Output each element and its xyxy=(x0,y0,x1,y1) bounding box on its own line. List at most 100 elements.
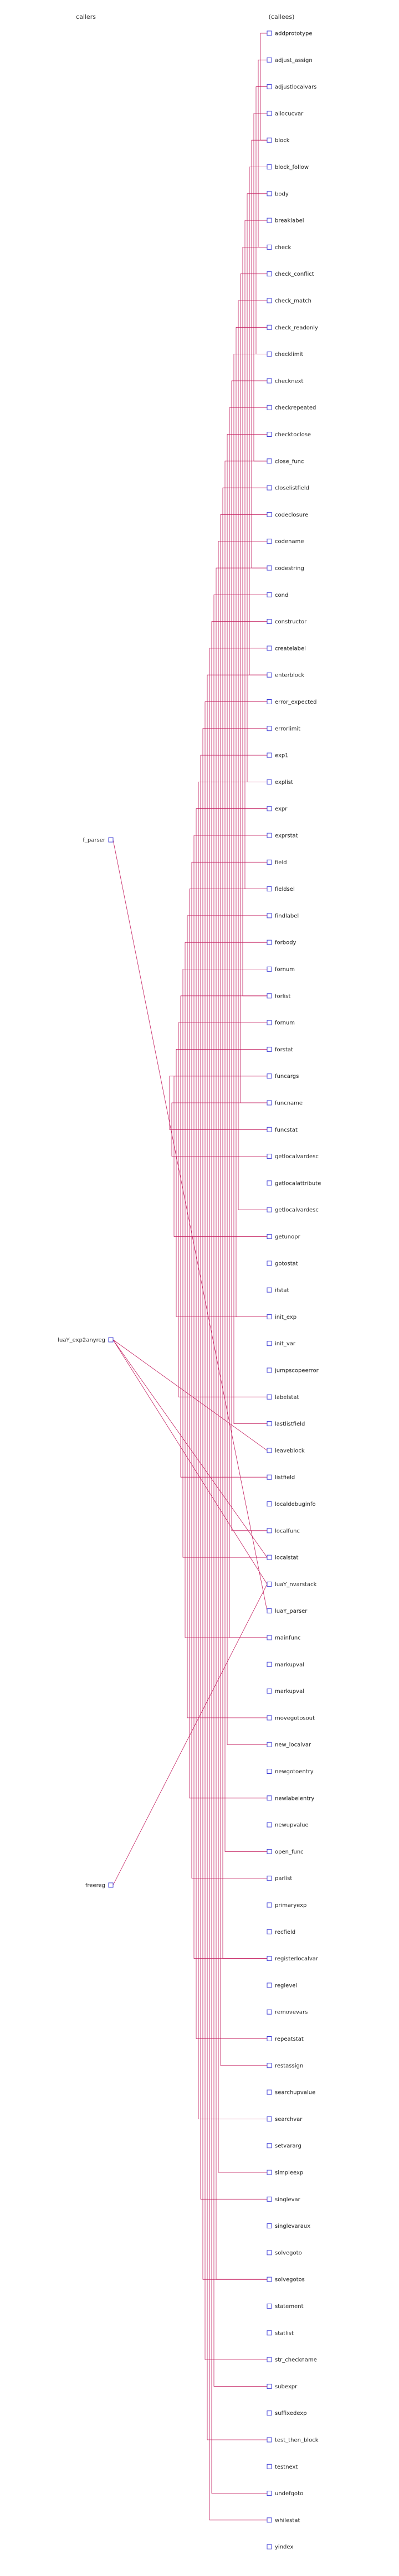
callee-node-box[interactable] xyxy=(267,1314,272,1319)
callee-node[interactable]: init_var xyxy=(267,1341,296,1347)
callee-node-box[interactable] xyxy=(267,806,272,812)
callee-node-box[interactable] xyxy=(267,57,272,63)
callee-node-box[interactable] xyxy=(267,1689,272,1694)
callee-node-box[interactable] xyxy=(267,2544,272,2549)
callee-node-box[interactable] xyxy=(267,2276,272,2282)
callee-node-box[interactable] xyxy=(267,1367,272,1373)
callee-node-box[interactable] xyxy=(267,2330,272,2336)
callee-node-box[interactable] xyxy=(267,1661,272,1667)
callee-node-box[interactable] xyxy=(267,298,272,303)
callee-node-box[interactable] xyxy=(267,1020,272,1025)
callee-node-box[interactable] xyxy=(267,1127,272,1132)
callee-node-box[interactable] xyxy=(267,2223,272,2229)
callee-node-box[interactable] xyxy=(267,1100,272,1106)
callee-node-box[interactable] xyxy=(267,939,272,945)
callee-node-box[interactable] xyxy=(267,485,272,491)
caller-node[interactable]: freereg xyxy=(85,1882,114,1889)
callee-node-box[interactable] xyxy=(267,1902,272,1908)
callee-node-box[interactable] xyxy=(267,1795,272,1801)
callee-node[interactable]: explist xyxy=(267,779,293,786)
callee-node-box[interactable] xyxy=(267,111,272,116)
callee-node[interactable]: fieldsel xyxy=(267,886,295,892)
callee-node[interactable]: allocucvar xyxy=(267,111,304,117)
callee-node[interactable]: check_conflict xyxy=(267,271,314,277)
callee-node[interactable]: check_readonly xyxy=(267,324,318,331)
callee-node-box[interactable] xyxy=(267,1849,272,1854)
callee-node-box[interactable] xyxy=(267,993,272,999)
callee-node-box[interactable] xyxy=(267,1394,272,1400)
callee-node[interactable]: fornum xyxy=(267,967,295,973)
callee-node[interactable]: recfield xyxy=(267,1929,295,1935)
callee-node-box[interactable] xyxy=(267,1608,272,1614)
callee-node[interactable]: cond xyxy=(267,592,288,598)
callee-node[interactable]: checknext xyxy=(267,378,304,384)
callee-node-box[interactable] xyxy=(267,1180,272,1186)
callee-node-box[interactable] xyxy=(267,699,272,704)
callee-node-box[interactable] xyxy=(267,405,272,410)
callee-node[interactable]: checkrepeated xyxy=(267,405,316,411)
callee-node[interactable]: simpleexp xyxy=(267,2170,303,2176)
caller-node-box[interactable] xyxy=(108,1882,114,1888)
callee-node-box[interactable] xyxy=(267,833,272,838)
callee-node[interactable]: statlist xyxy=(267,2330,294,2336)
callee-node[interactable]: primaryexp xyxy=(267,1902,306,1909)
callee-node-box[interactable] xyxy=(267,1341,272,1346)
callee-node[interactable]: getlocalattribute xyxy=(267,1180,321,1186)
callee-node[interactable]: new_localvar xyxy=(267,1742,311,1748)
callee-node-box[interactable] xyxy=(267,2170,272,2175)
callee-node[interactable]: yindex xyxy=(267,2544,293,2551)
callee-node[interactable]: localfunc xyxy=(267,1528,300,1534)
callee-node-box[interactable] xyxy=(267,2383,272,2389)
callee-node[interactable]: addprototype xyxy=(267,30,313,37)
callee-node-box[interactable] xyxy=(267,672,272,678)
callee-node[interactable]: check xyxy=(267,244,291,251)
callee-node-box[interactable] xyxy=(267,1822,272,1828)
callee-node[interactable]: whilestat xyxy=(267,2517,300,2523)
callee-node[interactable]: field xyxy=(267,859,287,866)
callee-node-box[interactable] xyxy=(267,2036,272,2041)
callee-node[interactable]: init_exp xyxy=(267,1314,296,1320)
callee-node-box[interactable] xyxy=(267,164,272,169)
callee-node-box[interactable] xyxy=(267,2517,272,2523)
callee-node[interactable]: body xyxy=(267,191,289,197)
caller-node-box[interactable] xyxy=(108,837,114,843)
callee-node-box[interactable] xyxy=(267,432,272,437)
callee-node-box[interactable] xyxy=(267,1234,272,1239)
caller-node[interactable]: f_parser xyxy=(83,837,114,844)
callee-node[interactable]: registerlocalvar xyxy=(267,1956,319,1962)
callee-node-box[interactable] xyxy=(267,1501,272,1506)
callee-node-box[interactable] xyxy=(267,967,272,972)
callee-node[interactable]: forstat xyxy=(267,1046,293,1053)
callee-node-box[interactable] xyxy=(267,512,272,517)
callee-node[interactable]: subexpr xyxy=(267,2383,298,2390)
callee-node[interactable]: getunopr xyxy=(267,1234,301,1240)
callee-node[interactable]: getlocalvardesc xyxy=(267,1154,319,1160)
callee-node-box[interactable] xyxy=(267,592,272,597)
callee-node-box[interactable] xyxy=(267,913,272,918)
callee-node-box[interactable] xyxy=(267,539,272,544)
callee-node[interactable]: markupval xyxy=(267,1661,304,1668)
callee-node[interactable]: fornum xyxy=(267,1020,295,1026)
callee-node-box[interactable] xyxy=(267,2304,272,2309)
callee-node[interactable]: restassign xyxy=(267,2063,303,2069)
callee-node-box[interactable] xyxy=(267,1261,272,1266)
callee-node[interactable]: closelistfield xyxy=(267,485,309,492)
callee-node-box[interactable] xyxy=(267,1448,272,1453)
callee-node[interactable]: newupvalue xyxy=(267,1822,309,1829)
callee-node[interactable]: funcname xyxy=(267,1100,303,1107)
callee-node[interactable]: setvararg xyxy=(267,2143,301,2149)
callee-node-box[interactable] xyxy=(267,1581,272,1587)
callee-node[interactable]: singlevar xyxy=(267,2196,301,2203)
callee-node[interactable]: block xyxy=(267,137,290,144)
callee-node[interactable]: getlocalvardesc xyxy=(267,1207,319,1214)
callee-node-box[interactable] xyxy=(267,1956,272,1961)
callee-node-box[interactable] xyxy=(267,565,272,571)
callee-node-box[interactable] xyxy=(267,378,272,384)
callee-node[interactable]: constructor xyxy=(267,619,307,625)
callee-node[interactable]: open_func xyxy=(267,1849,304,1855)
callee-node-box[interactable] xyxy=(267,1207,272,1212)
callee-node[interactable]: expr xyxy=(267,806,288,812)
callee-node-box[interactable] xyxy=(267,218,272,223)
callee-node-box[interactable] xyxy=(267,1769,272,1774)
callee-node-box[interactable] xyxy=(267,2357,272,2362)
